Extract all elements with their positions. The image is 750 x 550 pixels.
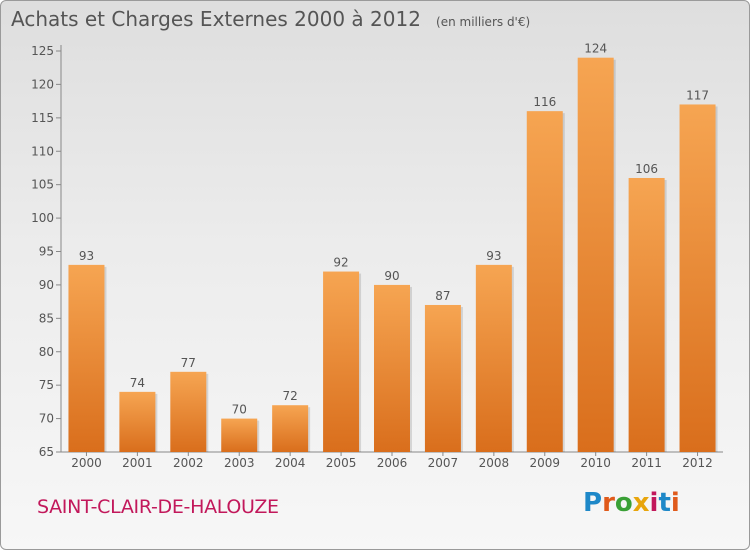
bar-value-label: 90 xyxy=(384,269,399,283)
x-tick-label: 2002 xyxy=(173,456,204,470)
logo-letter: P xyxy=(583,488,603,518)
bar-value-label: 117 xyxy=(686,88,709,102)
bar xyxy=(221,418,258,452)
bar-value-label: 93 xyxy=(79,249,94,263)
commune-name: SAINT-CLAIR-DE-HALOUZE xyxy=(37,496,279,518)
logo-letter: i xyxy=(670,488,680,518)
bar xyxy=(628,177,665,452)
bar xyxy=(526,111,563,453)
logo-letter: r xyxy=(602,488,615,518)
x-tick-label: 2001 xyxy=(122,456,153,470)
bar-value-label: 116 xyxy=(533,95,556,109)
chart-title: Achats et Charges Externes 2000 à 2012 (… xyxy=(11,7,530,31)
proxiti-logo: Proxiti xyxy=(583,488,680,518)
y-tick-label: 95 xyxy=(39,245,54,259)
y-tick-label: 115 xyxy=(31,111,54,125)
bar xyxy=(374,284,410,452)
bar xyxy=(424,304,461,452)
bar-value-label: 72 xyxy=(283,389,298,403)
bar-value-label: 70 xyxy=(232,403,247,417)
bar xyxy=(679,104,716,452)
y-tick-label: 70 xyxy=(39,412,54,426)
x-tick-label: 2004 xyxy=(275,456,306,470)
y-tick-label: 80 xyxy=(39,345,54,359)
y-tick-label: 90 xyxy=(39,278,54,292)
x-tick-label: 2009 xyxy=(529,456,560,470)
bar-value-label: 77 xyxy=(181,356,196,370)
x-tick-label: 2010 xyxy=(580,456,611,470)
bar-value-label: 87 xyxy=(435,289,450,303)
y-tick-label: 125 xyxy=(31,44,54,58)
logo-letter: t xyxy=(658,488,671,518)
y-tick-label: 110 xyxy=(31,144,54,158)
x-tick-label: 2008 xyxy=(479,456,510,470)
bar-value-label: 106 xyxy=(635,162,658,176)
bar xyxy=(170,371,207,452)
y-tick-label: 100 xyxy=(31,211,54,225)
x-tick-label: 2000 xyxy=(71,456,102,470)
x-tick-label: 2011 xyxy=(631,456,662,470)
bar xyxy=(475,264,512,452)
logo-letter: o xyxy=(614,488,633,518)
x-tick-label: 2003 xyxy=(224,456,255,470)
x-tick-label: 2012 xyxy=(682,456,713,470)
chart-title-unit: (en milliers d'€) xyxy=(436,15,531,29)
y-tick-label: 65 xyxy=(39,445,54,459)
bar-value-label: 93 xyxy=(486,249,501,263)
bar xyxy=(272,405,309,452)
y-tick-label: 75 xyxy=(39,378,54,392)
x-tick-label: 2006 xyxy=(377,456,408,470)
chart-title-main: Achats et Charges Externes 2000 à 2012 xyxy=(11,7,421,31)
x-tick-label: 2005 xyxy=(326,456,357,470)
bar-value-label: 92 xyxy=(333,256,348,270)
x-tick-label: 2007 xyxy=(428,456,459,470)
bar-value-label: 74 xyxy=(130,376,145,390)
y-tick-label: 85 xyxy=(39,311,54,325)
bar xyxy=(323,271,360,452)
bar-value-label: 124 xyxy=(584,42,607,56)
logo-letter: x xyxy=(632,488,650,518)
bar xyxy=(119,391,156,452)
logo-letter: i xyxy=(649,488,659,518)
bar xyxy=(68,264,105,452)
bar xyxy=(577,57,614,452)
y-tick-label: 120 xyxy=(31,77,54,91)
y-tick-label: 105 xyxy=(31,178,54,192)
